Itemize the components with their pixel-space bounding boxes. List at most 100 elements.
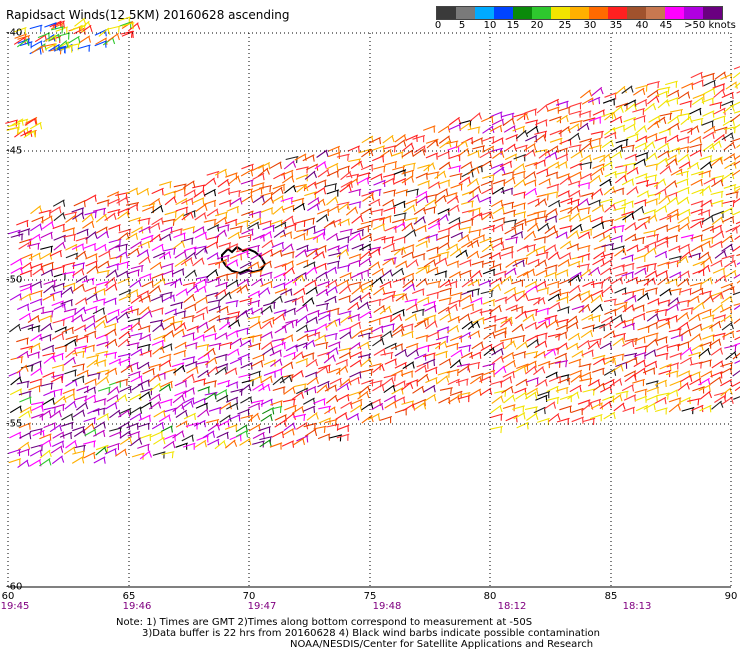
wind-barb [50, 375, 63, 384]
wind-barb [645, 332, 659, 340]
wind-barb [162, 440, 176, 449]
wind-barb [247, 244, 260, 253]
wind-barb [136, 249, 150, 258]
wind-barb [494, 270, 507, 278]
wind-barb [339, 331, 352, 340]
wind-barb [692, 260, 706, 268]
wind-barb [424, 393, 437, 402]
wind-barb [328, 151, 341, 160]
wind-barb [217, 420, 230, 428]
wind-barb [357, 332, 371, 340]
wind-barb [710, 190, 724, 198]
wind-barb [461, 200, 474, 208]
wind-barb [415, 172, 429, 180]
wind-barb [184, 269, 198, 279]
wind-barb [120, 324, 133, 332]
wind-barb [482, 298, 496, 307]
wind-barb [162, 218, 176, 226]
wind-barb [52, 265, 66, 273]
wind-barb [601, 139, 614, 149]
wind-barb [515, 257, 529, 265]
wind-barb [690, 117, 704, 126]
wind-barb [77, 44, 91, 52]
wind-barb [648, 115, 661, 123]
wind-barb [260, 248, 274, 257]
wind-barb [95, 444, 109, 453]
wind-barb [568, 132, 581, 142]
wind-barb [224, 367, 238, 375]
wind-barb [579, 228, 593, 236]
wind-barb [401, 330, 414, 339]
wind-barb [524, 391, 538, 400]
wind-barb [239, 383, 252, 393]
wind-barb [42, 371, 55, 379]
wind-barb [537, 317, 551, 326]
wind-barb [505, 259, 518, 268]
wind-barb [207, 299, 221, 307]
wind-barb [159, 251, 172, 260]
wind-barb [139, 450, 153, 460]
wind-barb [230, 337, 243, 346]
wind-barb [570, 223, 583, 232]
wind-barb [417, 235, 430, 243]
wind-barb [513, 211, 527, 219]
wind-barb [260, 280, 273, 289]
wind-barb [172, 240, 186, 250]
wind-barb [725, 191, 739, 199]
wind-barb [106, 394, 119, 402]
wind-barb [481, 243, 494, 253]
wind-barb [43, 284, 56, 294]
wind-barb [702, 131, 715, 140]
wind-barb [725, 351, 738, 361]
wind-barb [633, 335, 646, 344]
wind-barb [536, 168, 549, 176]
wind-barb [722, 286, 735, 294]
wind-barb [326, 170, 339, 178]
wind-barb [368, 261, 381, 270]
wind-barb [482, 125, 495, 134]
wind-barb [701, 120, 714, 128]
wind-barb [270, 219, 283, 227]
wind-barb [285, 344, 298, 352]
wind-barb [302, 154, 315, 162]
wind-barb [425, 152, 439, 160]
wind-barb [415, 277, 428, 288]
wind-barb [226, 402, 239, 410]
wind-barb [324, 384, 337, 392]
wind-barb [207, 423, 220, 432]
wind-barb [657, 299, 671, 307]
wind-barb [302, 297, 315, 307]
wind-barb [362, 193, 375, 202]
wind-barb [357, 172, 371, 180]
wind-barb [252, 431, 265, 440]
wind-barb [302, 339, 316, 349]
wind-barb [611, 224, 625, 232]
wind-barb [423, 206, 436, 214]
wind-barb [96, 199, 110, 207]
wind-barb [175, 288, 189, 297]
wind-barb [368, 317, 382, 326]
wind-barb [667, 122, 680, 131]
wind-barb [698, 240, 711, 248]
wind-barb [181, 211, 194, 221]
wind-barb [226, 205, 240, 214]
wind-barb [654, 379, 668, 388]
wind-barb [390, 369, 404, 377]
wind-barb [92, 298, 106, 306]
wind-barb [181, 434, 194, 442]
wind-barb [335, 358, 349, 367]
wind-barb [733, 66, 740, 70]
wind-barb [49, 206, 62, 214]
wind-barb [86, 354, 100, 362]
wind-barb [425, 366, 438, 374]
wind-barb [655, 336, 668, 344]
wind-barb [63, 446, 77, 455]
wind-barb [645, 198, 658, 206]
wind-barb [138, 333, 152, 342]
wind-barb [81, 213, 95, 223]
wind-barb [611, 353, 625, 361]
wind-barb [49, 388, 63, 396]
map-title: Rapidsact Winds(12.5KM) 20160628 ascendi… [6, 8, 290, 22]
wind-barb [74, 324, 87, 332]
wind-barb [40, 231, 53, 240]
